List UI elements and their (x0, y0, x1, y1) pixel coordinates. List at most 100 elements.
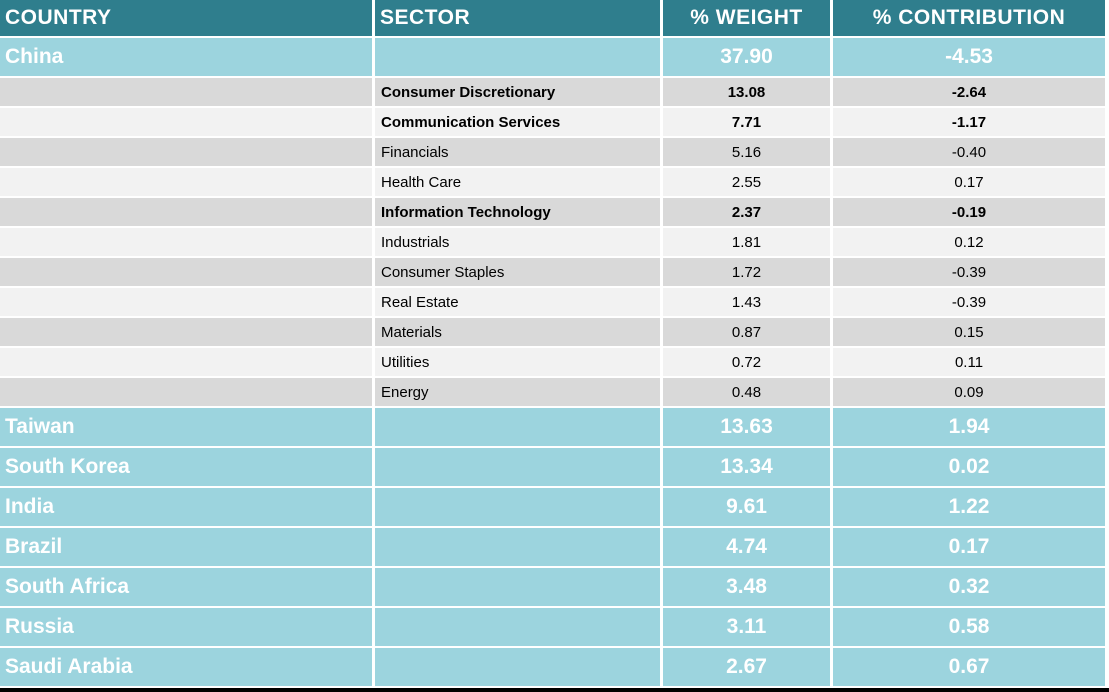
sector-cell: Health Care (375, 168, 660, 196)
contribution-cell: -1.17 (833, 108, 1105, 136)
country-cell: South Africa (0, 568, 372, 606)
contribution-cell: -4.53 (833, 38, 1105, 76)
country-cell (0, 258, 372, 286)
weight-cell: 13.08 (663, 78, 830, 106)
country-row: India 9.61 1.22 (0, 488, 1105, 526)
weight-cell: 7.71 (663, 108, 830, 136)
sector-row: Communication Services 7.71 -1.17 (0, 108, 1105, 136)
weight-cell: 0.48 (663, 378, 830, 406)
country-cell (0, 378, 372, 406)
weight-cell: 1.43 (663, 288, 830, 316)
sector-cell (375, 648, 660, 686)
contribution-cell: -0.40 (833, 138, 1105, 166)
sector-row: Financials 5.16 -0.40 (0, 138, 1105, 166)
country-cell: Brazil (0, 528, 372, 566)
country-row: South Africa 3.48 0.32 (0, 568, 1105, 606)
country-cell: Russia (0, 608, 372, 646)
contribution-cell: 0.17 (833, 528, 1105, 566)
country-row: South Korea 13.34 0.02 (0, 448, 1105, 486)
header-contribution: % CONTRIBUTION (833, 0, 1105, 36)
contribution-cell: -0.39 (833, 258, 1105, 286)
country-cell: India (0, 488, 372, 526)
contribution-cell: 1.22 (833, 488, 1105, 526)
country-row: Taiwan 13.63 1.94 (0, 408, 1105, 446)
contribution-cell: 0.11 (833, 348, 1105, 376)
weight-cell: 37.90 (663, 38, 830, 76)
sector-cell (375, 488, 660, 526)
sector-row: Materials 0.87 0.15 (0, 318, 1105, 346)
country-cell: Taiwan (0, 408, 372, 446)
weight-cell: 2.67 (663, 648, 830, 686)
weight-cell: 0.72 (663, 348, 830, 376)
contribution-cell: 0.15 (833, 318, 1105, 346)
contribution-cell: 1.94 (833, 408, 1105, 446)
weight-cell: 2.37 (663, 198, 830, 226)
country-cell (0, 78, 372, 106)
weight-cell: 1.81 (663, 228, 830, 256)
contribution-cell: -0.19 (833, 198, 1105, 226)
sector-cell (375, 608, 660, 646)
weight-cell: 9.61 (663, 488, 830, 526)
weight-cell: 0.87 (663, 318, 830, 346)
sector-cell: Consumer Discretionary (375, 78, 660, 106)
sector-row: Real Estate 1.43 -0.39 (0, 288, 1105, 316)
header-sector: SECTOR (375, 0, 660, 36)
sector-cell (375, 408, 660, 446)
sector-cell: Communication Services (375, 108, 660, 136)
sector-row: Utilities 0.72 0.11 (0, 348, 1105, 376)
bottom-border (0, 688, 1109, 692)
sector-cell: Information Technology (375, 198, 660, 226)
contribution-cell: 0.32 (833, 568, 1105, 606)
country-cell (0, 228, 372, 256)
sector-cell: Utilities (375, 348, 660, 376)
weight-cell: 13.63 (663, 408, 830, 446)
contribution-cell: 0.12 (833, 228, 1105, 256)
table-body: China 37.90 -4.53 Consumer Discretionary 13.… (0, 38, 1109, 686)
sector-row: Information Technology 2.37 -0.19 (0, 198, 1105, 226)
country-cell (0, 348, 372, 376)
header-country: COUNTRY (0, 0, 372, 36)
sector-cell: Real Estate (375, 288, 660, 316)
country-cell (0, 198, 372, 226)
country-cell (0, 108, 372, 136)
sector-cell (375, 448, 660, 486)
sector-cell (375, 38, 660, 76)
sector-row: Consumer Discretionary 13.08 -2.64 (0, 78, 1105, 106)
contribution-cell: -0.39 (833, 288, 1105, 316)
weight-cell: 3.48 (663, 568, 830, 606)
weight-cell: 4.74 (663, 528, 830, 566)
country-row: Saudi Arabia 2.67 0.67 (0, 648, 1105, 686)
sector-row: Industrials 1.81 0.12 (0, 228, 1105, 256)
contribution-cell: 0.67 (833, 648, 1105, 686)
sector-cell (375, 568, 660, 606)
country-cell (0, 138, 372, 166)
country-cell: Saudi Arabia (0, 648, 372, 686)
header-weight: % WEIGHT (663, 0, 830, 36)
sector-cell: Financials (375, 138, 660, 166)
contribution-cell: 0.58 (833, 608, 1105, 646)
table-header-row: COUNTRY SECTOR % WEIGHT % CONTRIBUTION (0, 0, 1105, 36)
sector-row: Health Care 2.55 0.17 (0, 168, 1105, 196)
contribution-cell: 0.02 (833, 448, 1105, 486)
country-cell: South Korea (0, 448, 372, 486)
country-cell (0, 168, 372, 196)
country-row: Russia 3.11 0.58 (0, 608, 1105, 646)
country-cell (0, 288, 372, 316)
sector-cell: Industrials (375, 228, 660, 256)
weight-cell: 13.34 (663, 448, 830, 486)
country-cell (0, 318, 372, 346)
sector-cell: Energy (375, 378, 660, 406)
contribution-cell: 0.17 (833, 168, 1105, 196)
sector-cell (375, 528, 660, 566)
weight-cell: 1.72 (663, 258, 830, 286)
contribution-cell: -2.64 (833, 78, 1105, 106)
contribution-cell: 0.09 (833, 378, 1105, 406)
sector-row: Consumer Staples 1.72 -0.39 (0, 258, 1105, 286)
sector-row: Energy 0.48 0.09 (0, 378, 1105, 406)
sector-cell: Materials (375, 318, 660, 346)
weight-cell: 5.16 (663, 138, 830, 166)
sector-cell: Consumer Staples (375, 258, 660, 286)
weight-cell: 2.55 (663, 168, 830, 196)
weight-cell: 3.11 (663, 608, 830, 646)
